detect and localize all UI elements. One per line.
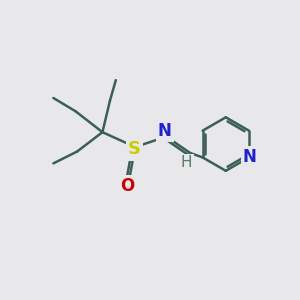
Text: N: N xyxy=(243,148,256,166)
Text: S: S xyxy=(128,140,141,158)
Text: N: N xyxy=(158,122,172,140)
Text: O: O xyxy=(121,177,135,195)
Text: H: H xyxy=(181,155,192,170)
